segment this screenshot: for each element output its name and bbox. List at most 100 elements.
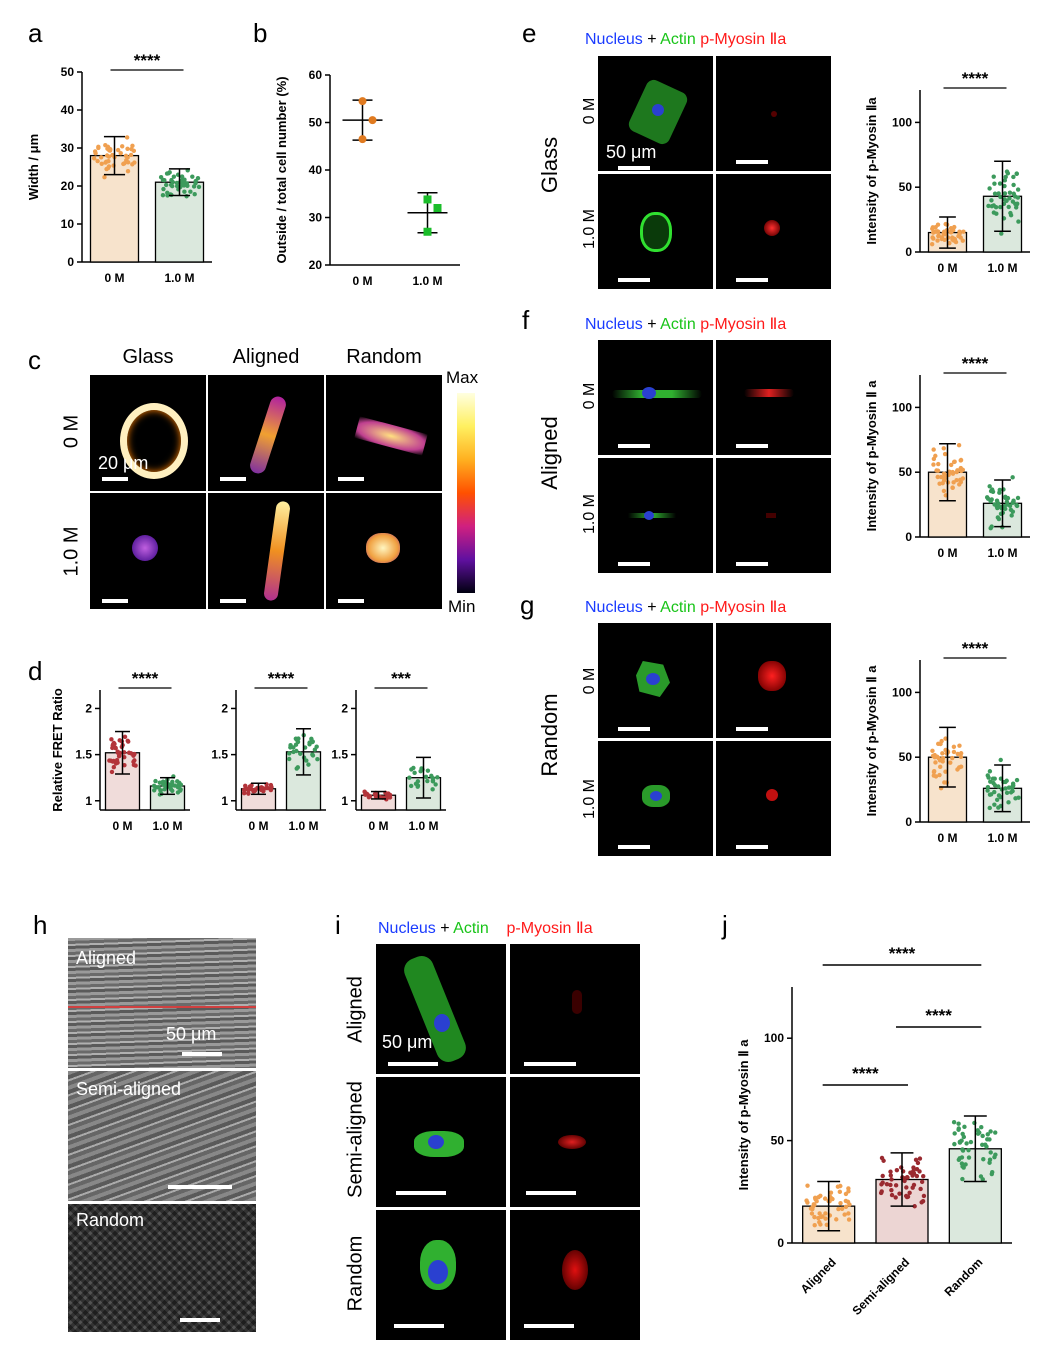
e-row-0m: 0 M [581,97,598,125]
data-point [823,1216,828,1221]
data-point [1011,182,1016,188]
data-point [407,775,412,780]
x-tick-label: 1.0 M [987,261,1017,275]
data-point [839,1206,845,1212]
data-point [1008,790,1014,795]
data-point [241,790,247,796]
data-point [816,1195,821,1200]
data-point [956,443,962,448]
data-point [912,1204,917,1209]
data-point [1007,190,1013,195]
data-point [941,488,947,494]
y-tick-label: 30 [61,141,75,155]
data-point [948,462,954,468]
data-point [987,769,993,774]
e-group-label: Glass [537,136,562,194]
data-point [160,779,166,784]
g-scalebar [618,845,650,849]
y-tick-label: 0 [777,1236,784,1250]
y-axis-label: Intensity of p-Myosin Ⅱ a [864,380,879,532]
data-point [1010,199,1016,204]
data-point [1006,204,1011,210]
data-point [990,1169,995,1175]
data-point [192,192,197,197]
c-scalebar [338,477,364,481]
data-point [838,1200,843,1206]
data-point [931,462,936,467]
data-point [1002,197,1007,202]
data-point [956,1127,961,1132]
x-tick-label: 0 M [368,819,388,833]
g-image-0m-myosin [716,623,831,738]
data-point [1011,174,1016,180]
data-point [907,1190,912,1195]
data-point [419,766,424,771]
data-point [1010,781,1016,786]
data-point [941,446,946,451]
data-point [943,736,948,741]
significance-label: **** [852,1064,879,1083]
data-point [188,189,193,194]
significance-label: **** [962,639,989,658]
data-point [91,156,97,161]
data-point [182,177,187,182]
data-point [947,240,952,246]
panel-letter-d: d [28,656,43,686]
g-scalebar [618,727,650,731]
data-point [936,461,941,467]
data-point [160,177,166,183]
y-tick-label: 1 [85,794,92,808]
data-point [164,171,170,176]
data-point [987,186,992,191]
data-point [940,755,946,761]
i-row-random: Random [344,1235,367,1312]
data-point [294,748,299,754]
panel-letter-f: f [522,305,530,335]
data-point [936,233,941,238]
y-tick-label: 2 [85,701,92,715]
c-row-1m: 1.0 M [60,526,83,577]
x-tick-label: 0 M [248,819,268,833]
data-point [178,788,183,793]
data-point [358,97,367,106]
data-point [1014,503,1020,509]
data-point [109,769,115,775]
data-point [1003,786,1008,791]
g-group-label: Random [537,693,562,777]
data-point [935,229,941,234]
data-point [1011,191,1016,196]
data-point [986,203,991,209]
data-point [161,186,166,192]
significance-label: **** [962,69,989,88]
data-point [879,1182,884,1187]
y-tick-label: 100 [892,685,912,699]
data-point [961,229,966,234]
data-point [911,1165,916,1170]
e-scalebar [618,166,650,170]
data-point [951,749,957,755]
h-scalebar [182,1052,222,1056]
data-point [914,1173,920,1179]
y-tick-label: 100 [764,1031,784,1045]
x-tick-label: 0 M [937,831,957,845]
data-point [430,787,435,792]
data-point [805,1200,810,1205]
data-point [293,742,299,747]
data-point [845,1199,851,1205]
c-scalebar [102,599,128,603]
c-scalebar [220,477,246,481]
data-point [123,153,129,158]
data-point [423,195,432,204]
panel-letter-j: j [722,910,728,940]
y-tick-label: 0 [905,815,912,829]
significance-label: **** [132,669,159,688]
i-image-aligned-merge: 50 μm [376,944,506,1074]
data-point [171,174,177,179]
data-point [968,1139,974,1145]
x-tick-label: 1.0 M [288,819,318,833]
data-point [362,789,367,794]
data-point [247,786,252,791]
data-point [131,753,136,758]
data-point [117,753,122,758]
data-point [430,778,436,783]
